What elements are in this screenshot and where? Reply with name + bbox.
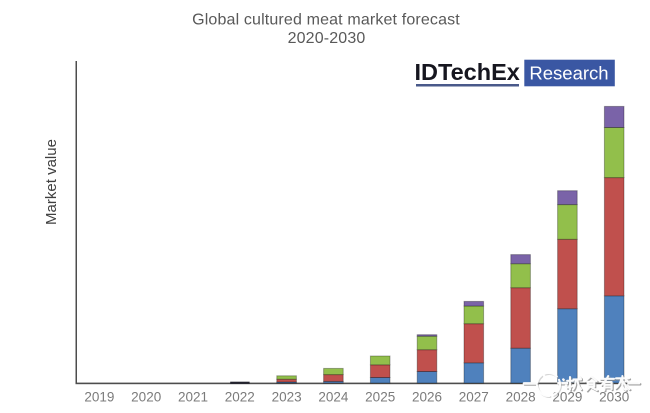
svg-text:IDTechEx: IDTechEx: [415, 59, 520, 85]
svg-text:2026: 2026: [412, 390, 442, 405]
svg-text:2022: 2022: [225, 390, 255, 405]
svg-text:Research: Research: [529, 63, 608, 84]
svg-text:2030: 2030: [599, 390, 629, 405]
svg-text:2024: 2024: [318, 390, 349, 405]
svg-text:2019: 2019: [84, 390, 114, 405]
svg-text:2021: 2021: [178, 390, 208, 405]
svg-text:2029: 2029: [552, 390, 582, 405]
svg-text:2025: 2025: [365, 390, 395, 405]
svg-text:2027: 2027: [459, 390, 489, 405]
svg-text:2028: 2028: [506, 390, 536, 405]
svg-text:2023: 2023: [272, 390, 302, 405]
svg-text:2020: 2020: [131, 390, 161, 405]
svg-text:2020-2030: 2020-2030: [288, 30, 366, 47]
svg-text:Market value: Market value: [43, 139, 60, 225]
svg-text:Global cultured meat market fo: Global cultured meat market forecast: [192, 12, 460, 29]
